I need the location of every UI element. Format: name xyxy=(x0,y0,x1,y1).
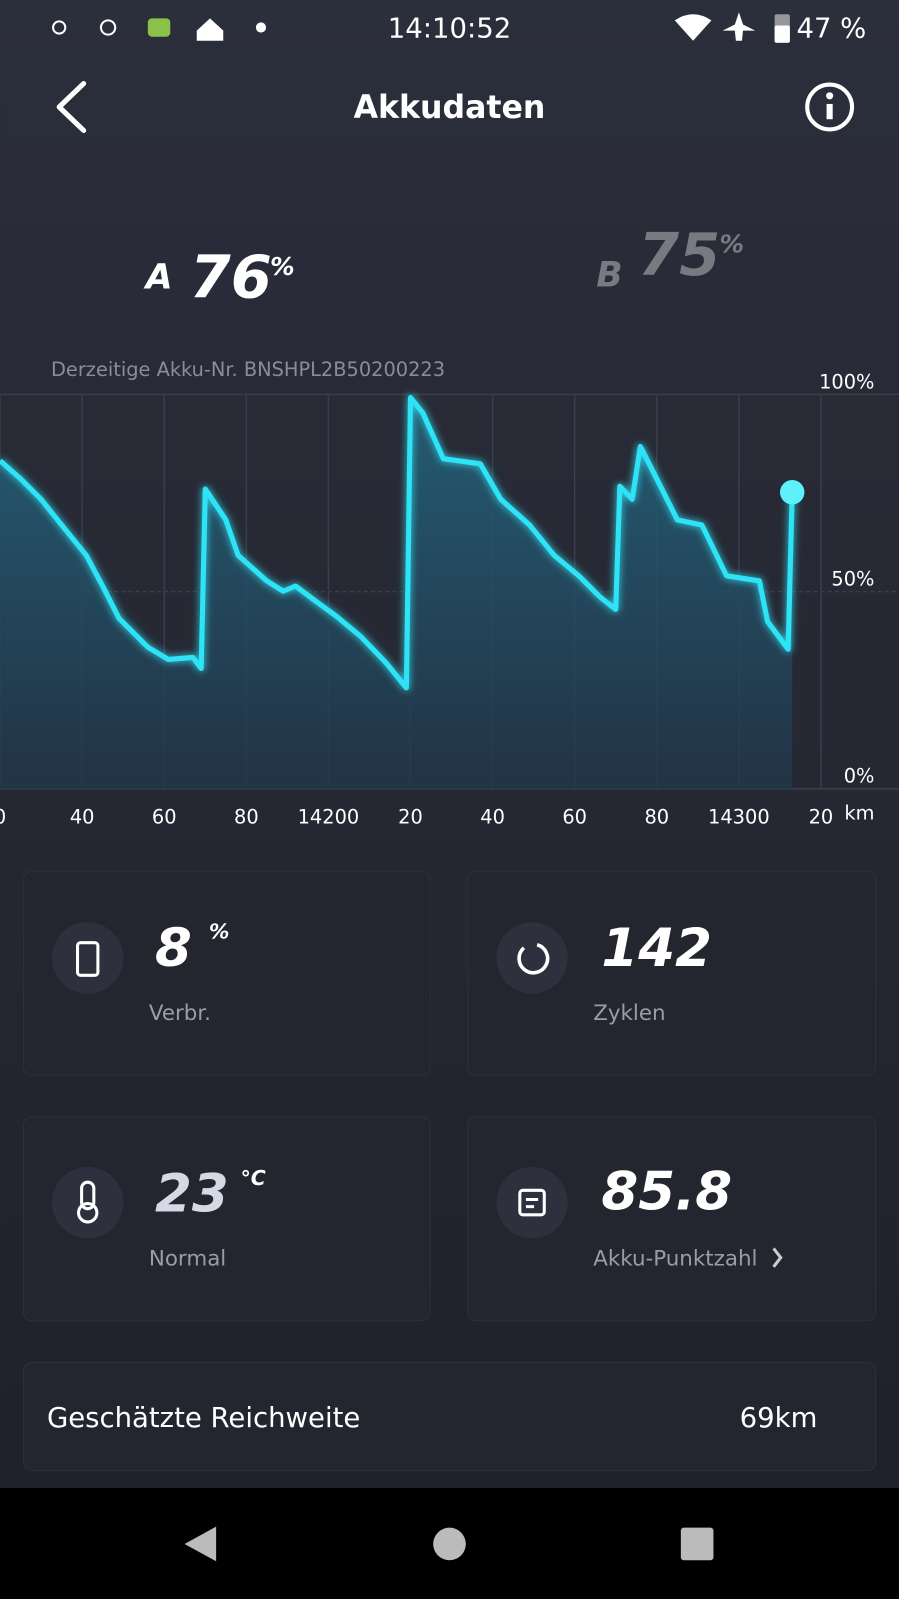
back-button[interactable] xyxy=(56,81,87,133)
status-battery: 47 % xyxy=(796,13,866,45)
card-label: Verbr. xyxy=(149,1001,211,1026)
info-glyph xyxy=(826,103,833,120)
card-bg xyxy=(467,870,877,1076)
page-title: Akkudaten xyxy=(354,90,546,126)
info-circle xyxy=(805,82,855,132)
card: 23 °C Normal xyxy=(22,1116,431,1322)
battery-id: Derzeitige Akku-Nr. BNSHPL2B50200223 xyxy=(51,358,445,381)
card-icon xyxy=(75,941,100,977)
x-tick-label: 80 xyxy=(644,805,669,828)
battery-name[interactable]: B xyxy=(596,255,622,295)
card-bg xyxy=(22,1116,431,1322)
card: 142 Zyklen xyxy=(467,870,877,1076)
card-icon xyxy=(525,1197,539,1209)
battery-value[interactable]: 75 xyxy=(638,220,720,289)
card-icon xyxy=(80,1180,96,1211)
line xyxy=(0,395,795,691)
card-label: Zyklen xyxy=(593,1001,665,1026)
nav-bar xyxy=(0,1487,899,1599)
card-icon-bg xyxy=(496,1166,568,1239)
status-icon xyxy=(196,18,224,41)
card-icon xyxy=(517,943,550,975)
range-label: Geschätzte Reichweite xyxy=(47,1402,360,1434)
y-tick-label: 50% xyxy=(831,567,874,590)
x-tick-label: 80 xyxy=(234,805,259,828)
status-time: 14:10:52 xyxy=(388,13,512,45)
y-tick-label: 100% xyxy=(819,370,874,393)
x-tick-label: 14200 xyxy=(298,805,360,828)
card: 8 % Verbr. xyxy=(22,870,431,1076)
y-tick-label: 0% xyxy=(844,765,875,788)
status-icon xyxy=(52,20,67,35)
x-tick-label: 20 xyxy=(398,805,423,828)
card-bg xyxy=(22,1362,877,1472)
card-unit: °C xyxy=(241,1166,266,1190)
card-icon xyxy=(518,1188,546,1217)
info-glyph xyxy=(826,92,834,100)
status-icon xyxy=(147,18,171,37)
battery-unit: % xyxy=(270,252,295,281)
area-fill xyxy=(0,397,793,789)
wifi-icon xyxy=(674,14,712,41)
card-icon-bg xyxy=(496,922,568,994)
battery-value: 76 xyxy=(190,243,272,312)
x-tick-label: 60 xyxy=(562,805,587,828)
battery-name: A xyxy=(143,257,173,297)
status-icon xyxy=(99,19,117,36)
card[interactable]: 85.8 Akku-Punktzahl xyxy=(467,1116,877,1322)
x-tick-label: 40 xyxy=(480,805,505,828)
nav-recents[interactable] xyxy=(680,1527,714,1561)
chart: 0 40 60 80 14200 20 40 60 80 14300 20 0% 50% 100% xyxy=(0,370,899,828)
current-point xyxy=(779,479,805,505)
card-value: 23 xyxy=(155,1164,229,1225)
nav-home[interactable] xyxy=(433,1527,466,1561)
card-bg xyxy=(467,1116,877,1322)
x-tick-label: 60 xyxy=(152,805,177,828)
info-button[interactable] xyxy=(805,82,855,132)
card-bg xyxy=(22,870,431,1076)
range-value: 69km xyxy=(740,1402,818,1434)
card-value: 142 xyxy=(601,918,712,979)
x-tick-label: 20 xyxy=(809,805,834,828)
status-bar: 14:10:52 47 % xyxy=(52,12,866,45)
x-axis-label: km xyxy=(844,801,874,824)
status-icon xyxy=(255,22,267,33)
card-label: Akku-Punktzahl xyxy=(593,1247,757,1272)
card-icon-bg xyxy=(52,922,124,994)
battery-unit[interactable]: % xyxy=(720,230,745,259)
nav-back[interactable] xyxy=(184,1526,217,1562)
card-value: 8 xyxy=(155,918,192,979)
range-row: Geschätzte Reichweite 69km xyxy=(22,1362,877,1472)
x-tick-label: 0 xyxy=(0,805,6,828)
chevron xyxy=(772,1247,783,1268)
card-value: 85.8 xyxy=(601,1162,732,1223)
airplane-icon xyxy=(722,12,756,41)
card-icon xyxy=(77,1202,99,1224)
x-tick-label: 40 xyxy=(70,805,95,828)
x-tick-label: 14300 xyxy=(708,805,770,828)
card-unit: % xyxy=(209,920,229,944)
battery-icon xyxy=(774,25,790,43)
card-label: Normal xyxy=(149,1247,226,1272)
